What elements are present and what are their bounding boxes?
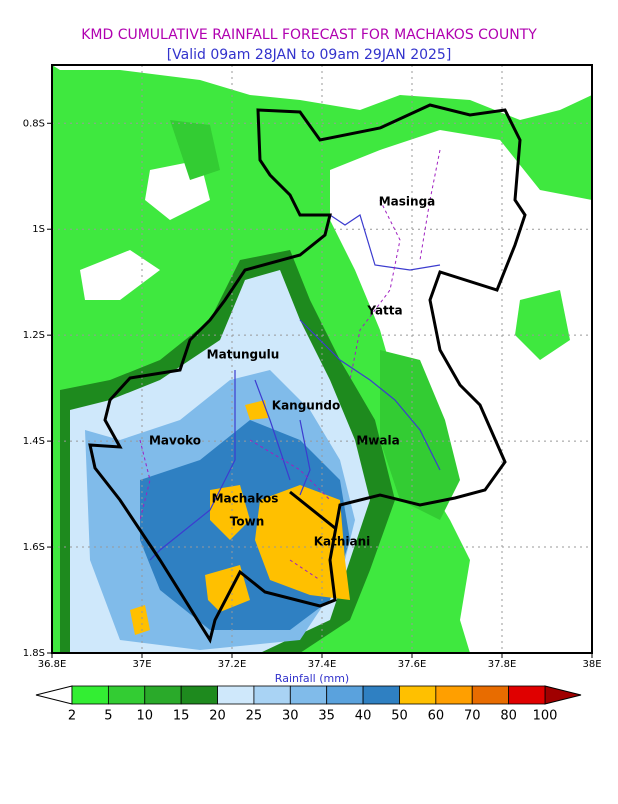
colorbar-label: 2 — [68, 709, 76, 724]
colorbar-segment — [399, 685, 437, 705]
x-tick-label: 37.6E — [398, 659, 427, 670]
y-tick-label: 1S — [32, 224, 45, 235]
place-label: Kangundo — [272, 399, 340, 413]
y-tick-label: 1.8S — [23, 648, 45, 659]
colorbar-over — [544, 685, 582, 705]
colorbar-segment — [180, 685, 218, 705]
colorbar-segment — [71, 685, 109, 705]
place-label: Machakos — [212, 492, 279, 506]
place-label: Matungulu — [207, 348, 280, 362]
x-tick-label: 36.8E — [38, 659, 67, 670]
colorbar-segment — [435, 685, 473, 705]
place-labels: Masinga Yatta Matungulu Kangundo Mwala Mavoko… — [149, 195, 435, 549]
field-heavy — [210, 485, 250, 540]
colorbar-label: 35 — [318, 709, 335, 724]
colorbar-segment — [508, 685, 546, 705]
colorbar-segment — [362, 685, 400, 705]
field-dry — [330, 130, 592, 653]
place-label: Town — [230, 515, 264, 529]
field-heavy — [245, 400, 268, 420]
place-label: Mwala — [356, 434, 399, 448]
x-tick-label: 37.4E — [308, 659, 337, 670]
field-heavy — [130, 605, 150, 635]
colorbar-label: 10 — [136, 709, 153, 724]
place-label: Yatta — [366, 304, 402, 318]
colorbar-segment — [326, 685, 364, 705]
boundaries — [88, 103, 527, 644]
colorbar-segment — [217, 685, 255, 705]
place-label: Kathiani — [314, 535, 371, 549]
place-label: Mavoko — [149, 434, 201, 448]
colorbar-label: 20 — [209, 709, 226, 724]
colorbar-label: 50 — [391, 709, 408, 724]
colorbar-under — [35, 685, 73, 705]
y-tick-label: 0.8S — [23, 118, 45, 129]
map-frame — [51, 64, 593, 654]
x-tick-label: 37.2E — [218, 659, 247, 670]
field-heavy — [255, 485, 350, 600]
colorbar-label: 40 — [355, 709, 372, 724]
colorbar-label: 60 — [428, 709, 445, 724]
colorbar: 2 5 10 15 20 25 30 35 40 50 60 70 80 100 — [35, 685, 582, 724]
title: KMD CUMULATIVE RAINFALL FORECAST FOR MAC… — [81, 27, 537, 43]
field-wet — [380, 350, 460, 520]
colorbar-label: 15 — [173, 709, 190, 724]
subtitle: [Valid 09am 28JAN to 09am 29JAN 2025] — [167, 47, 452, 63]
y-tick-label: 1.6S — [23, 542, 45, 553]
colorbar-segment — [144, 685, 182, 705]
constituency-line — [149, 214, 441, 561]
ward-line — [139, 149, 441, 581]
colorbar-segment — [289, 685, 328, 705]
colorbar-label: 70 — [464, 709, 481, 724]
y-tick-label: 1.4S — [23, 436, 45, 447]
colorbar-label: 100 — [533, 709, 558, 724]
field-wet — [515, 290, 570, 360]
x-tick-label: 37.8E — [488, 659, 517, 670]
field-dry — [80, 250, 160, 300]
field-dry — [52, 65, 592, 120]
x-tick-label: 37E — [132, 659, 151, 670]
colorbar-segment — [253, 685, 291, 705]
county-boundary — [88, 103, 527, 644]
colorbar-label: 25 — [246, 709, 263, 724]
legend-label: Rainfall (mm) — [275, 672, 349, 685]
colorbar-label: 5 — [104, 709, 112, 724]
colorbar-segment — [471, 685, 510, 705]
field-wet — [170, 120, 220, 180]
x-tick-label: 38E — [582, 659, 601, 670]
colorbar-label: 80 — [500, 709, 517, 724]
colorbar-label: 30 — [282, 709, 299, 724]
colorbar-segment — [107, 685, 146, 705]
y-tick-label: 1.2S — [23, 330, 45, 341]
place-label: Masinga — [379, 195, 436, 209]
grid — [47, 65, 593, 658]
